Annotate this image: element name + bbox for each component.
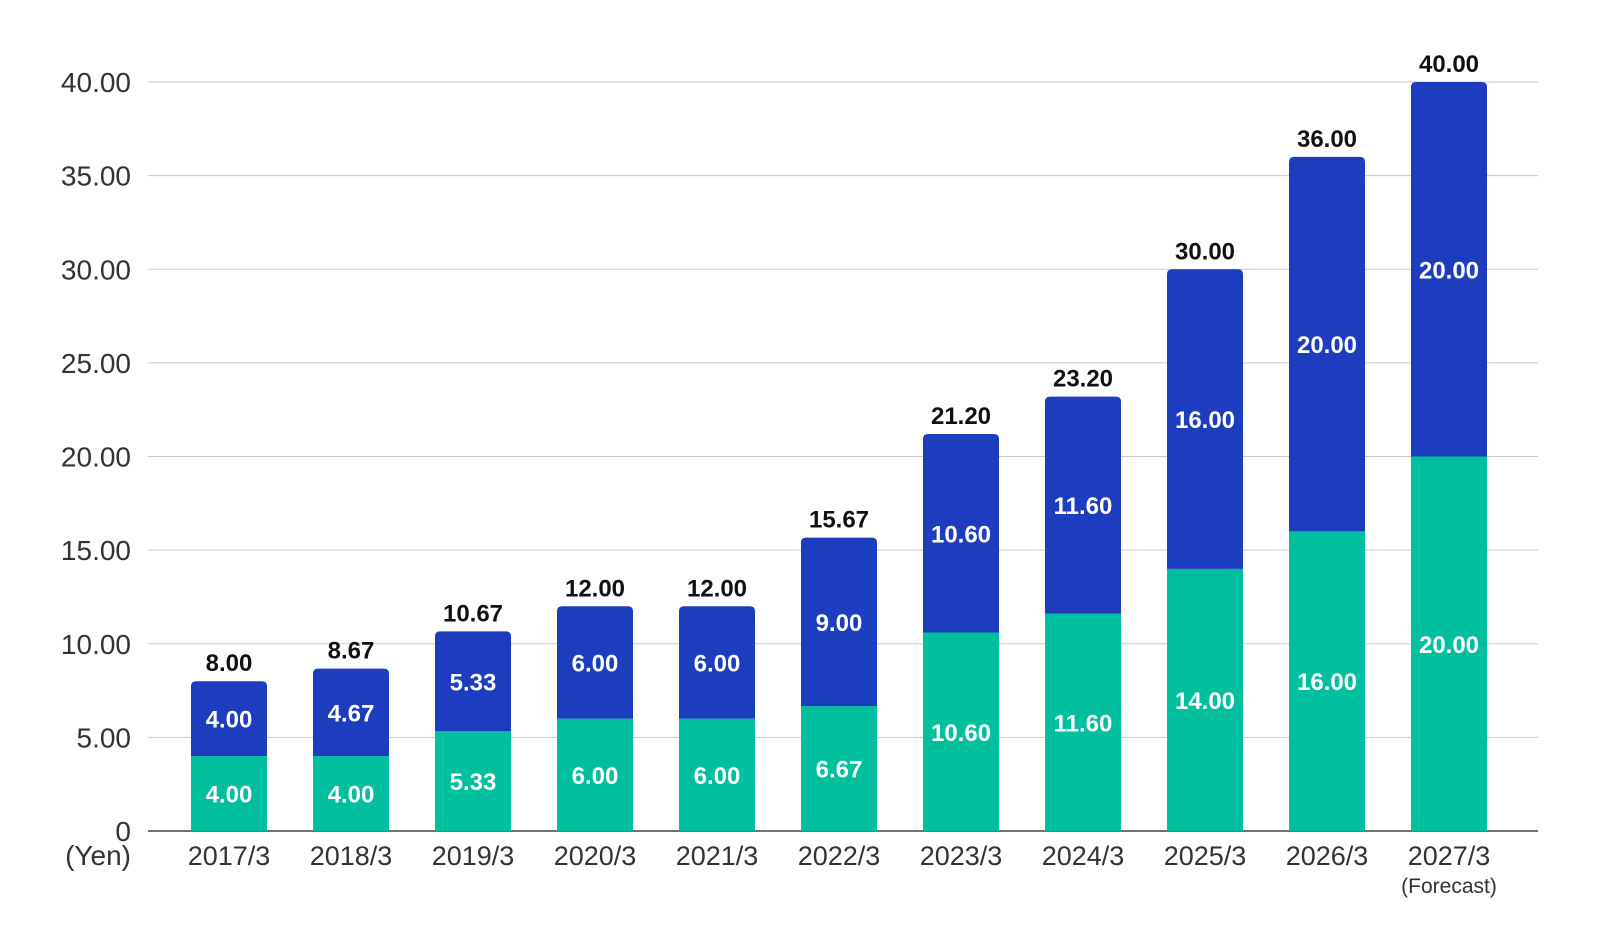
y-tick-label: 0	[115, 816, 131, 847]
segment-value-label: 20.00	[1419, 257, 1479, 284]
bar-segment-upper	[801, 537, 877, 707]
bar-segment-lower	[1167, 568, 1243, 831]
y-tick-label: 15.00	[61, 535, 131, 566]
bar-segment-upper	[1289, 156, 1365, 532]
total-value-label: 12.00	[565, 575, 625, 602]
segment-value-label: 20.00	[1297, 332, 1357, 359]
bar-segment-lower	[435, 731, 511, 831]
y-tick-label: 25.00	[61, 348, 131, 379]
y-tick-label: 30.00	[61, 254, 131, 285]
total-value-label: 8.67	[328, 638, 375, 665]
segment-value-label: 6.00	[572, 763, 619, 790]
segment-value-label: 4.00	[206, 707, 253, 734]
bar-segment-lower	[679, 718, 755, 831]
bar-segment-lower	[923, 632, 999, 831]
segment-value-label: 6.00	[694, 763, 741, 790]
segment-value-label: 10.60	[931, 720, 991, 747]
bar-segment-upper	[1045, 396, 1121, 614]
bar-segment-lower	[557, 718, 633, 831]
y-tick-label: 35.00	[61, 161, 131, 192]
segment-value-label: 20.00	[1419, 632, 1479, 659]
x-tick-label: 2019/3	[432, 841, 515, 871]
total-value-label: 30.00	[1175, 238, 1235, 265]
bar-segment-lower	[313, 756, 389, 831]
segment-value-label: 16.00	[1175, 407, 1235, 434]
y-tick-label: 5.00	[77, 722, 132, 753]
data-labels: 4.00 4.00 8.00 4.00 4.67 8.67 5.33 5.33 10.67 6.0…	[206, 51, 1479, 809]
bar-segment-upper	[191, 681, 267, 757]
bar-segment-lower	[1289, 531, 1365, 831]
x-tick-label: 2022/3	[798, 841, 881, 871]
y-axis-unit-label: (Yen)	[65, 840, 131, 871]
x-tick-label: 2017/3	[188, 841, 271, 871]
total-value-label: 23.20	[1053, 366, 1113, 393]
total-value-label: 21.20	[931, 403, 991, 430]
bar-segment-lower	[1045, 613, 1121, 831]
bar-segment-upper	[1411, 82, 1487, 457]
x-tick-label: 2021/3	[676, 841, 759, 871]
x-tick-label: 2026/3	[1286, 841, 1369, 871]
x-tick-label: 2020/3	[554, 841, 637, 871]
segment-value-label: 4.00	[328, 782, 375, 809]
bar-segment-upper	[679, 606, 755, 719]
x-tick-label: 2025/3	[1164, 841, 1247, 871]
bar-segment-upper	[1167, 269, 1243, 569]
total-value-label: 8.00	[206, 650, 253, 677]
bars	[191, 82, 1487, 831]
bar-segment-upper	[923, 434, 999, 633]
segment-value-label: 14.00	[1175, 688, 1235, 715]
total-value-label: 15.67	[809, 507, 869, 534]
bar-segment-upper	[557, 606, 633, 719]
y-tick-label: 10.00	[61, 629, 131, 660]
segment-value-label: 5.33	[450, 669, 497, 696]
forecast-note: (Forecast)	[1401, 875, 1497, 898]
bar-segment-upper	[435, 631, 511, 732]
segment-value-label: 4.67	[328, 700, 375, 727]
y-tick-label: 20.00	[61, 442, 131, 473]
segment-value-label: 4.00	[206, 782, 253, 809]
segment-value-label: 5.33	[450, 769, 497, 796]
segment-value-label: 11.60	[1054, 493, 1113, 520]
x-axis: 2017/3 2018/3 2019/3 2020/3 2021/3 2022/3 2023…	[188, 841, 1497, 898]
bar-segment-upper	[313, 668, 389, 757]
x-tick-label: 2023/3	[920, 841, 1003, 871]
segment-value-label: 6.00	[694, 650, 741, 677]
bar-segment-lower	[1411, 456, 1487, 831]
total-value-label: 12.00	[687, 575, 747, 602]
bar-segment-lower	[801, 706, 877, 831]
segment-value-label: 11.60	[1054, 710, 1113, 737]
segment-value-label: 6.67	[816, 757, 863, 784]
total-value-label: 10.67	[443, 600, 503, 627]
segment-value-label: 16.00	[1297, 669, 1357, 696]
y-tick-label: 40.00	[61, 67, 131, 98]
y-axis: 0 5.00 10.00 15.00 20.00 25.00 30.00 35.00 40.00…	[61, 67, 131, 871]
segment-value-label: 6.00	[572, 650, 619, 677]
x-tick-label: 2027/3	[1408, 841, 1491, 871]
segment-value-label: 10.60	[931, 521, 991, 548]
bar-segment-lower	[191, 756, 267, 831]
x-tick-label: 2024/3	[1042, 841, 1125, 871]
total-value-label: 36.00	[1297, 126, 1357, 153]
segment-value-label: 9.00	[816, 610, 863, 637]
x-tick-label: 2018/3	[310, 841, 393, 871]
total-value-label: 40.00	[1419, 51, 1479, 78]
